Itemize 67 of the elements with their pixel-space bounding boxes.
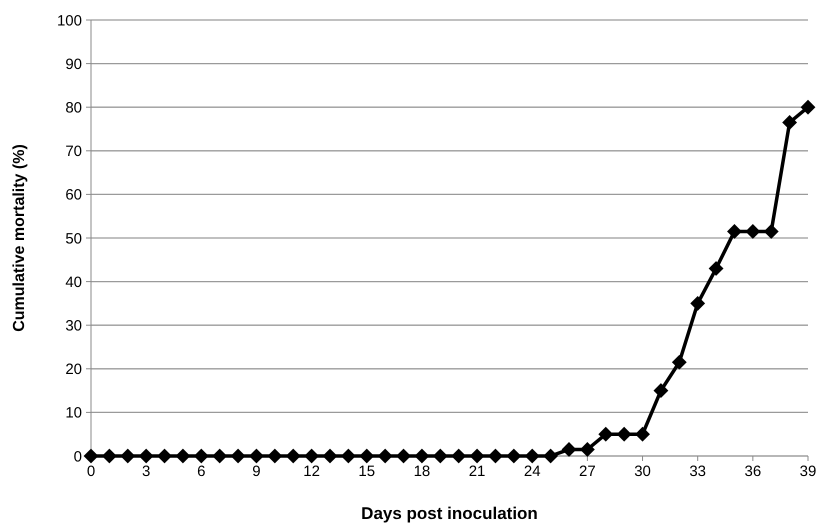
point	[690, 296, 706, 311]
point	[451, 448, 466, 464]
point	[102, 448, 117, 464]
point	[212, 448, 228, 464]
point	[580, 442, 595, 457]
point	[176, 448, 190, 464]
point	[267, 448, 282, 464]
x-tick-label: 30	[634, 463, 651, 480]
y-tick-label: 60	[65, 186, 82, 204]
y-tick-label: 100	[56, 12, 82, 30]
y-tick-label: 50	[65, 230, 82, 248]
point	[249, 448, 264, 464]
point	[230, 448, 246, 464]
point	[672, 354, 687, 370]
point	[120, 448, 136, 464]
x-tick-label: 39	[800, 463, 816, 480]
point	[543, 448, 558, 464]
x-axis-title: Days post inoculation	[361, 504, 538, 523]
y-tick-label: 40	[65, 274, 82, 291]
y-tick-label: 0	[74, 448, 82, 466]
point	[708, 261, 724, 276]
y-axis-title: Cumulative mortality (%)	[11, 144, 28, 332]
y-tick-label: 90	[65, 56, 82, 73]
x-tick-label: 18	[414, 463, 430, 480]
y-tick-label: 10	[65, 404, 82, 422]
point	[764, 224, 779, 239]
y-tick-label: 20	[65, 361, 82, 378]
x-tick-label: 15	[358, 463, 376, 480]
point	[157, 448, 172, 464]
point	[84, 448, 98, 464]
x-tick-label: 21	[468, 463, 486, 480]
x-tick-label: 9	[252, 463, 261, 480]
point	[524, 448, 540, 464]
point	[470, 448, 484, 464]
point	[286, 448, 301, 464]
x-tick-label: 36	[744, 463, 762, 480]
x-tick-label: 24	[524, 463, 541, 480]
point	[800, 100, 816, 115]
point	[635, 426, 650, 442]
x-tick-label: 12	[303, 463, 320, 480]
x-tick-label: 27	[579, 463, 596, 480]
y-tick-label: 80	[65, 99, 82, 116]
x-tick-label: 0	[86, 463, 96, 480]
point	[782, 115, 798, 130]
point	[506, 448, 522, 464]
point	[194, 448, 209, 464]
point	[322, 448, 338, 464]
point	[378, 448, 393, 464]
point	[340, 448, 356, 464]
point	[745, 224, 760, 239]
point	[432, 448, 448, 464]
y-tick-label: 30	[65, 317, 82, 334]
point	[598, 426, 614, 442]
point	[654, 383, 668, 398]
point	[304, 448, 320, 464]
point	[616, 426, 632, 442]
point	[488, 448, 503, 464]
point	[727, 224, 742, 239]
point	[138, 448, 154, 464]
point	[396, 448, 411, 464]
point	[359, 448, 374, 464]
x-tick-label: 33	[689, 463, 706, 480]
y-tick-label: 70	[65, 143, 82, 160]
x-tick-label: 6	[197, 463, 206, 480]
point	[414, 448, 430, 464]
point	[562, 442, 576, 457]
x-tick-label: 3	[142, 463, 150, 480]
